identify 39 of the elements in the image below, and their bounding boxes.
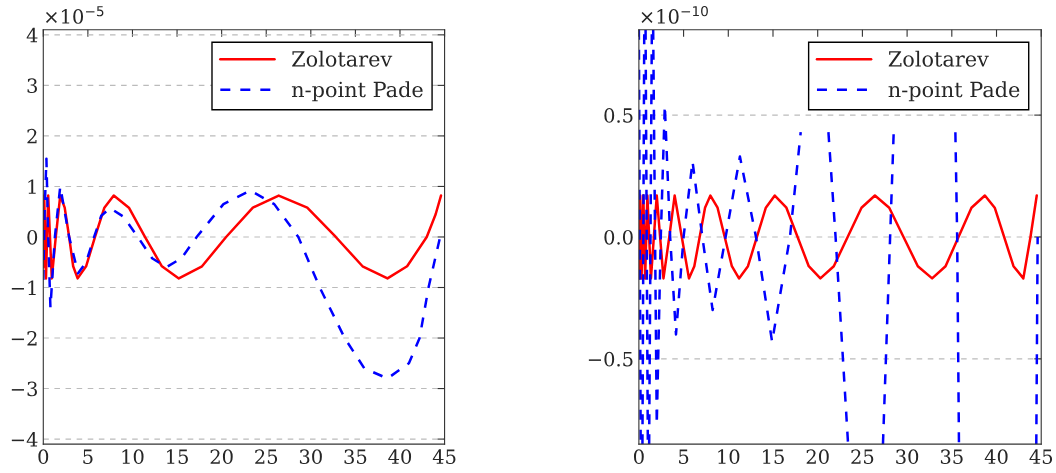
x-tick-label: 35	[940, 449, 963, 465]
x-tick-label: 15	[167, 449, 188, 465]
y-tick-label: 2	[27, 128, 37, 144]
y-tick-label: 3	[27, 78, 37, 94]
y-tick-label: −1	[11, 280, 36, 295]
x-tick-label: 40	[984, 449, 1008, 465]
text: ×10$^{−5}$	[45, 6, 104, 24]
y-tick-label: −4	[11, 432, 38, 447]
x-tick-label: 20	[210, 449, 233, 465]
x-tick-label: 20	[806, 449, 829, 465]
x-tick-label: 25	[255, 449, 278, 465]
x-tick-label: 30	[299, 449, 322, 465]
y-tick-label: 0	[27, 229, 38, 245]
x-tick-label: 35	[344, 449, 367, 465]
x-tick-label: 0	[38, 449, 49, 465]
legend-label: n-point Pade	[291, 81, 423, 102]
y-tick-label: −0.5	[588, 351, 633, 367]
x-tick-label: 15	[762, 449, 784, 465]
x-tick-label: 10	[122, 449, 144, 465]
text: ×10$^{−10}$	[641, 5, 708, 24]
x-tick-label: 0	[633, 449, 644, 465]
x-tick-label: 30	[896, 449, 919, 465]
legend-label: Zolotarev	[888, 50, 989, 67]
x-tick-label: 45	[1029, 449, 1053, 465]
y-tick-label: 0.5	[604, 108, 633, 123]
x-tick-label: 5	[679, 449, 689, 465]
legend-label: Zolotarev	[292, 50, 393, 67]
y-tick-label: −3	[11, 381, 37, 397]
x-tick-label: 40	[388, 449, 412, 465]
legend-label: n-point Pade	[888, 81, 1020, 102]
x-tick-label: 45	[432, 449, 456, 465]
x-tick-label: 5	[83, 449, 93, 465]
y-tick-label: −2	[11, 330, 37, 346]
line-series	[43, 157, 442, 380]
x-tick-label: 10	[718, 449, 740, 465]
x-tick-label: 25	[851, 449, 874, 465]
y-tick-label: 4	[26, 27, 38, 43]
y-tick-label: 0.0	[604, 229, 633, 245]
y-tick-label: 1	[28, 179, 36, 194]
